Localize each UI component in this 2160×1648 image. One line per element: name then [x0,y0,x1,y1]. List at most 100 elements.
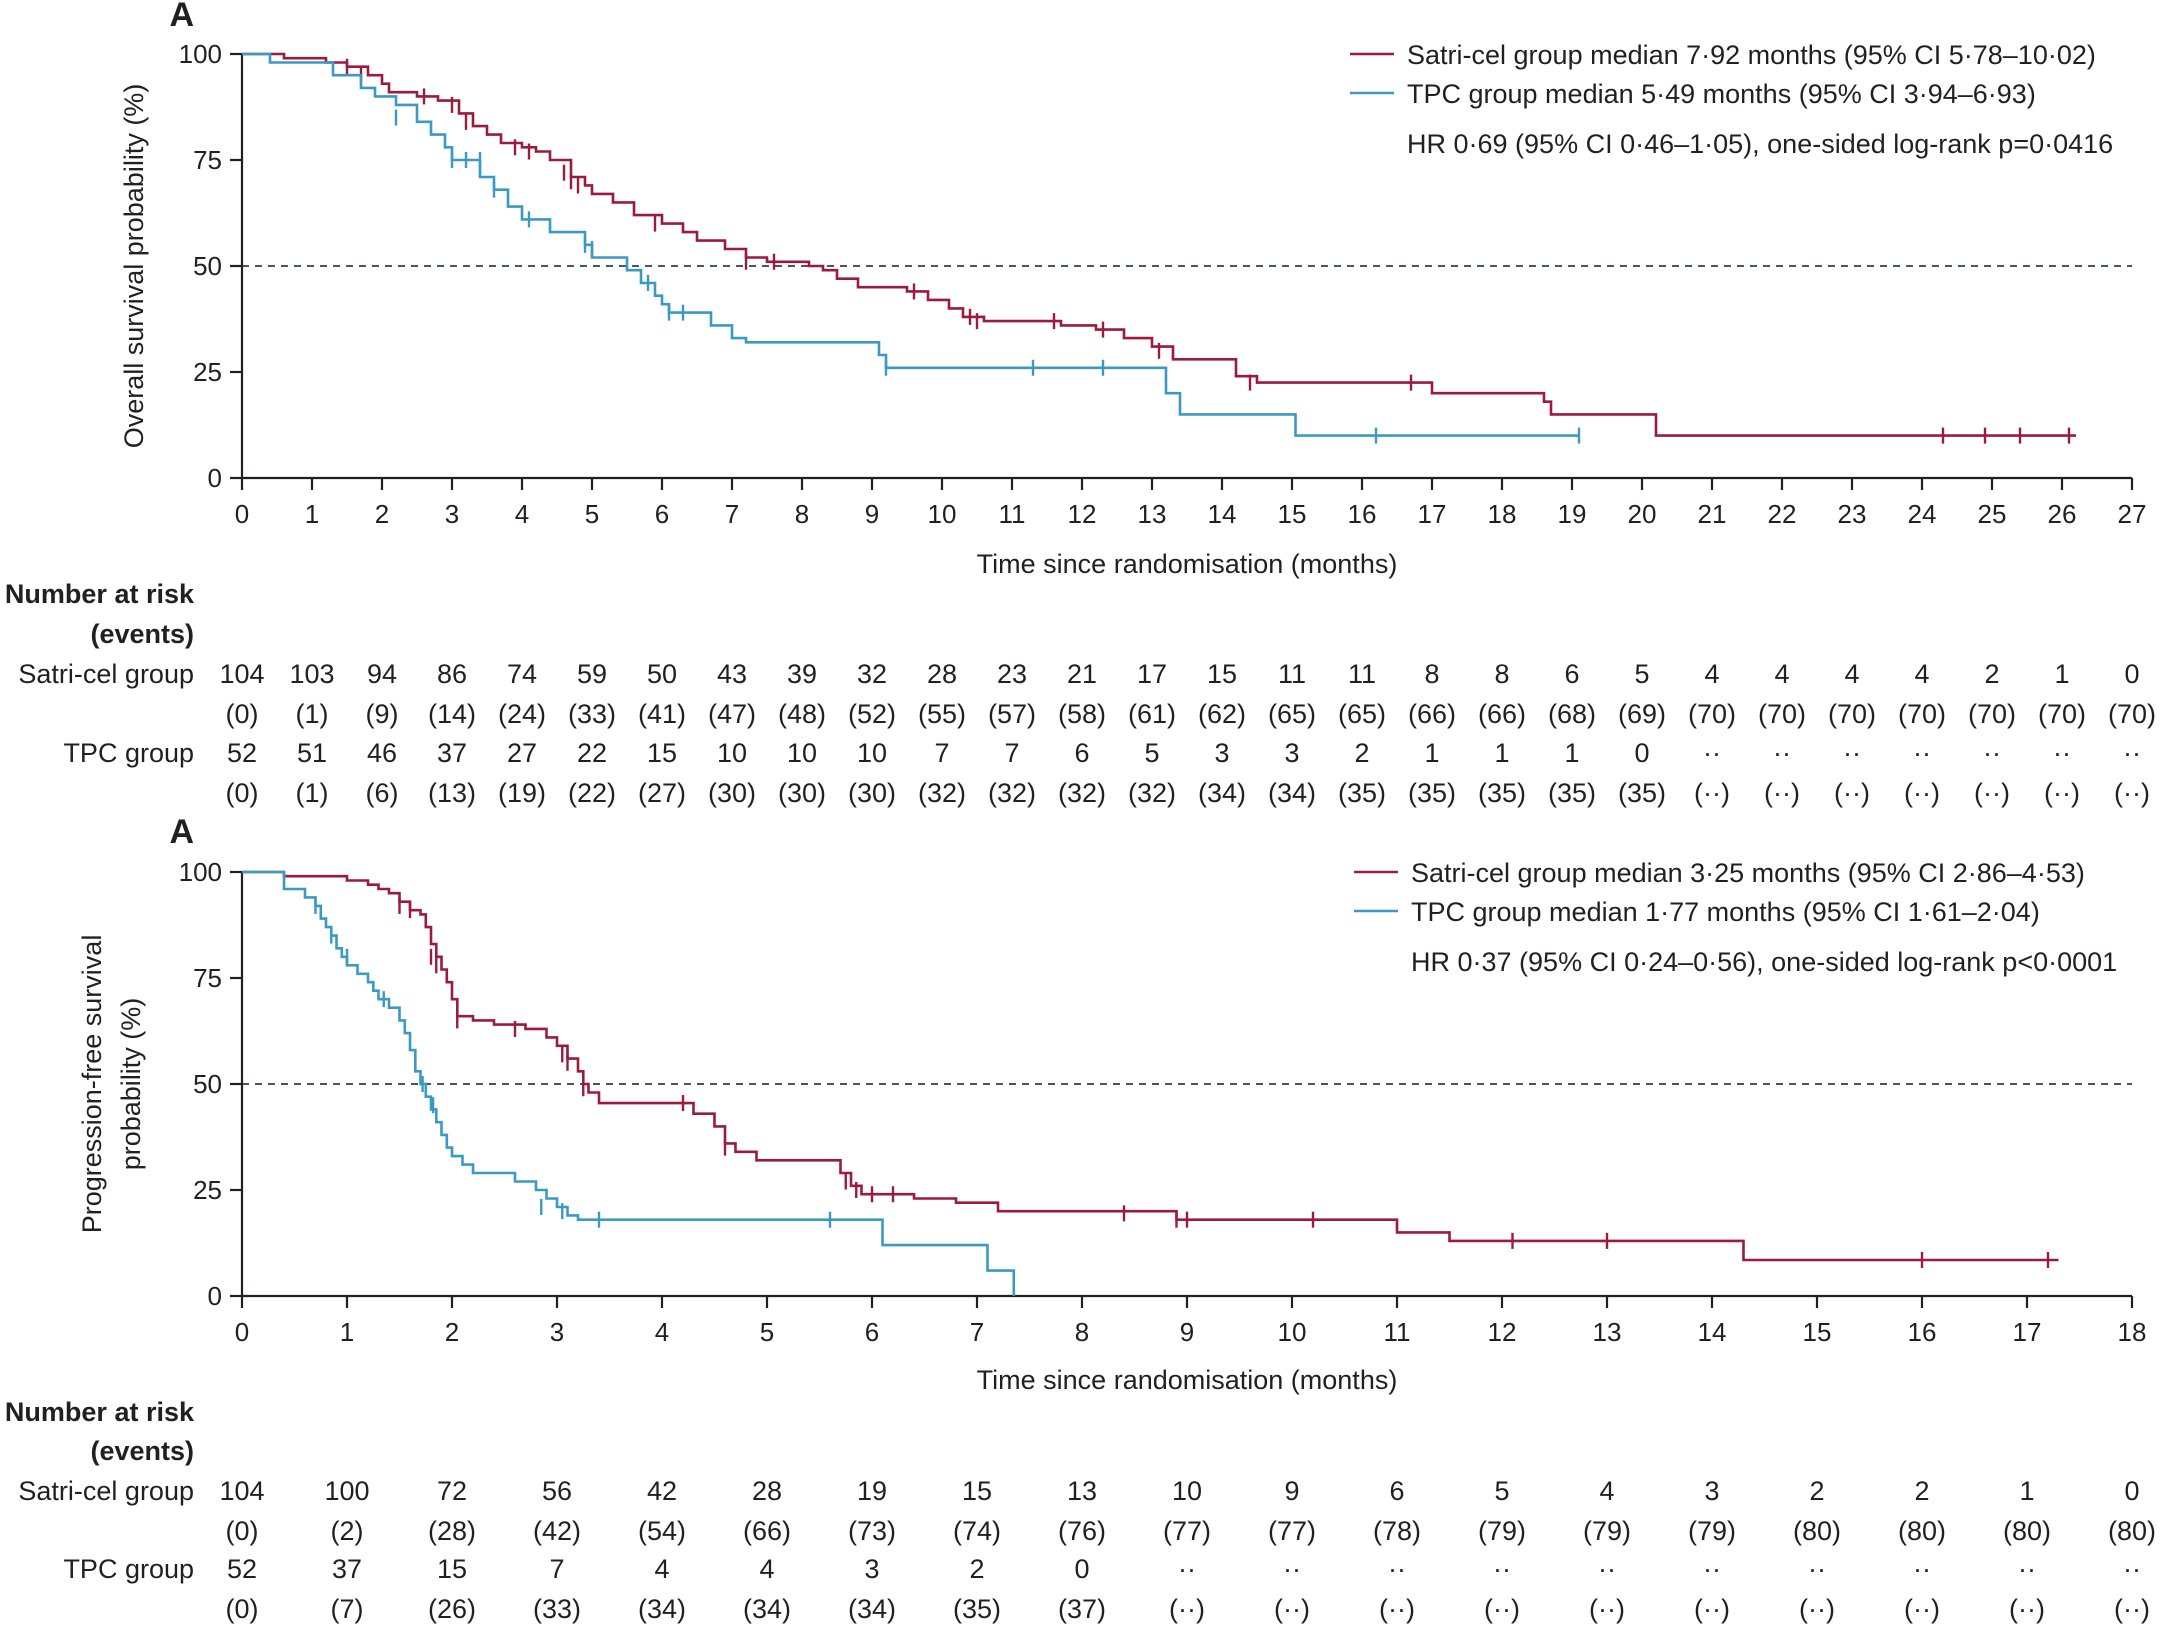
chart2-risk-count: 3 [1704,1476,1719,1506]
chart2-risk-events: (77) [1268,1516,1316,1546]
chart2-xtick-label: 13 [1593,1317,1622,1347]
chart1-risk-count: 59 [577,659,607,689]
chart2-xtick-label: 8 [1075,1317,1089,1347]
chart2-risk-count: 0 [2124,1476,2139,1506]
chart1-xtick-label: 19 [1558,499,1587,529]
chart2-risk-count: 15 [437,1554,467,1584]
chart1-risk-events: (34) [1198,778,1246,808]
chart1-xtick-label: 22 [1768,499,1797,529]
chart2-risk-count: 72 [437,1476,467,1506]
chart2-risk-count: 6 [1389,1476,1404,1506]
chart1-risk-events: (41) [638,699,686,729]
chart2-risk-events: (··) [1169,1594,1205,1624]
chart1-risk-count: 1 [1424,738,1439,768]
chart1-risk-events: (62) [1198,699,1246,729]
chart2-risk-events: (··) [1379,1594,1415,1624]
chart2-risk-count: 13 [1067,1476,1097,1506]
chart1-risk-events: (70) [1688,699,1736,729]
chart2-risk-count: 4 [1599,1476,1614,1506]
chart1-risk-events: (34) [1268,778,1316,808]
chart2-legend-satri-label: Satri-cel group median 3·25 months (95% … [1411,858,2085,888]
chart2-xtick-label: 14 [1698,1317,1727,1347]
chart1-xtick-label: 11 [999,499,1026,529]
chart2-risk-count: 10 [1172,1476,1202,1506]
chart2-risk-events: (66) [743,1516,791,1546]
chart1-risk-events: (··) [1904,778,1940,808]
chart2-risk-count: 9 [1284,1476,1299,1506]
chart2-xlabel: Time since randomisation (months) [977,1365,1398,1395]
chart1-xtick-label: 2 [375,499,389,529]
chart2-risk-count: 2 [969,1554,984,1584]
chart2-risk-events: (79) [1478,1516,1526,1546]
chart1-risk-count: 23 [997,659,1027,689]
chart2-risk-count: ·· [1493,1554,1511,1584]
chart2-risk-events: (73) [848,1516,896,1546]
chart2-xtick-label: 12 [1488,1317,1517,1347]
chart1-risk-events: (32) [988,778,1036,808]
chart1-risk-count: 4 [1914,659,1929,689]
chart1-xtick-label: 5 [585,499,599,529]
chart2-risk-events: (26) [428,1594,476,1624]
chart2-risk-count: ·· [1808,1554,1826,1584]
chart1-risk-events: (55) [918,699,966,729]
chart2-xtick-label: 0 [235,1317,249,1347]
chart1-xtick-label: 13 [1138,499,1167,529]
chart2-risk-events: (80) [1793,1516,1841,1546]
chart1-risk-events: (52) [848,699,896,729]
chart1-risk-header: Number at risk [5,579,195,609]
chart1-risk-count: 6 [1564,659,1579,689]
chart2-risk-count: 4 [654,1554,669,1584]
chart2-risk-events: (34) [743,1594,791,1624]
chart1-risk-count: 7 [934,738,949,768]
chart1-risk-events: (70) [1898,699,1946,729]
chart1-risk-events: (65) [1268,699,1316,729]
chart1-xtick-label: 26 [2048,499,2077,529]
chart1-risk-count: 1 [2054,659,2069,689]
chart1-risk-events: (35) [1618,778,1666,808]
chart1-xtick-label: 14 [1208,499,1237,529]
chart2-risk-count: ·· [2018,1554,2036,1584]
chart1-risk-count: 10 [857,738,887,768]
chart2-ytick-label: 50 [193,1069,222,1099]
chart2-risk-count: 15 [962,1476,992,1506]
chart1-xtick-label: 4 [515,499,529,529]
chart1-risk-count: 103 [289,659,334,689]
chart2-xtick-label: 3 [550,1317,564,1347]
chart1-risk-events: (··) [1974,778,2010,808]
chart1-risk-events: (61) [1128,699,1176,729]
chart2-xtick-label: 4 [655,1317,669,1347]
chart2-risk-count: 7 [549,1554,564,1584]
chart1-ytick-label: 100 [179,39,222,69]
chart2-risk-count: 4 [759,1554,774,1584]
chart1-risk-events: (6) [366,778,399,808]
chart1-risk-events: (0) [226,699,259,729]
chart1-xtick-label: 1 [305,499,319,529]
chart1-risk-count: 11 [1278,659,1306,689]
chart1-risk-row-label: Satri-cel group [18,659,194,689]
chart2-xtick-label: 16 [1908,1317,1937,1347]
chart1-risk-events: (··) [1694,778,1730,808]
chart1-risk-count: ·· [1773,738,1791,768]
chart1-risk-events: (35) [1548,778,1596,808]
chart2-risk-count: 3 [864,1554,879,1584]
chart1-risk-events: (35) [1478,778,1526,808]
chart1-tpc-curve [242,52,1579,437]
chart1-risk-count: ·· [1913,738,1931,768]
chart1-risk-events: (70) [2108,699,2156,729]
chart2-risk-events: (79) [1583,1516,1631,1546]
chart2-risk-events: (79) [1688,1516,1736,1546]
chart2-risk-count: 2 [1914,1476,1929,1506]
chart2-ylabel-line: Progression-free survival [77,935,107,1234]
chart1-risk-events: (24) [498,699,546,729]
chart1-risk-count: 3 [1214,738,1229,768]
chart1-risk-events: (70) [1758,699,1806,729]
chart1-xtick-label: 25 [1978,499,2007,529]
chart2-xtick-label: 18 [2118,1317,2147,1347]
chart2-risk-events: (33) [533,1594,581,1624]
chart1-risk-events: (1) [296,778,329,808]
chart1-risk-count: 2 [1984,659,1999,689]
chart1-risk-events: (13) [428,778,476,808]
chart2-risk-count: ·· [1913,1554,1931,1584]
